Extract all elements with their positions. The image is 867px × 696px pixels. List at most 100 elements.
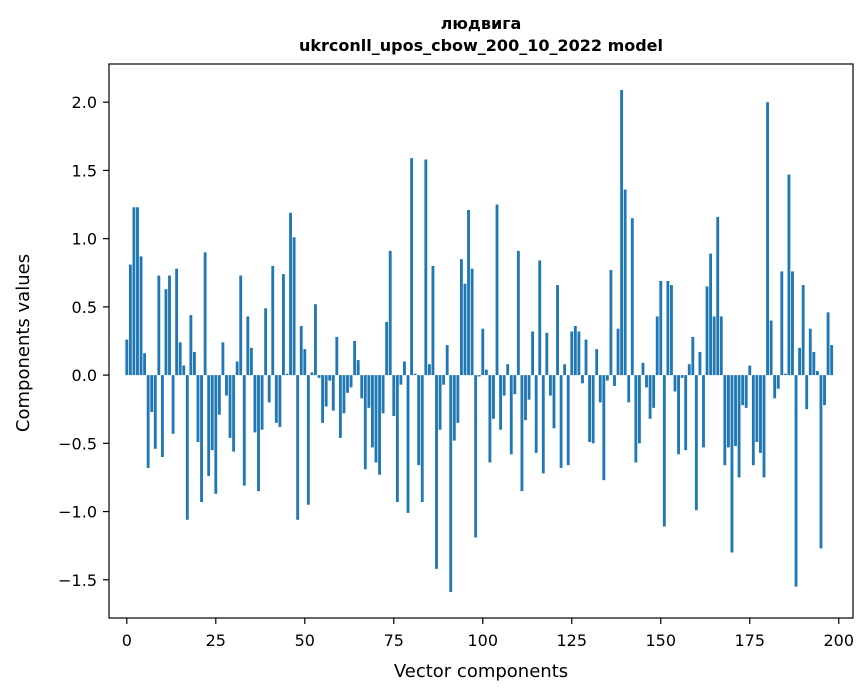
bar-48 xyxy=(296,375,300,520)
y-tick-label: −1.0 xyxy=(58,503,97,522)
bar-29 xyxy=(228,375,232,438)
bar-167 xyxy=(719,316,723,376)
y-tick-label: 1.5 xyxy=(72,161,97,180)
bar-144 xyxy=(637,375,641,444)
bar-123 xyxy=(563,364,567,376)
bar-16 xyxy=(182,365,186,376)
bar-156 xyxy=(680,375,684,378)
y-tick-label: 0.5 xyxy=(72,298,97,317)
bar-189 xyxy=(798,347,802,376)
bar-106 xyxy=(502,375,506,396)
bar-84 xyxy=(424,159,428,376)
bar-108 xyxy=(509,375,513,455)
bar-166 xyxy=(716,216,720,376)
bar-42 xyxy=(274,375,278,423)
bar-152 xyxy=(666,280,670,376)
bar-135 xyxy=(605,375,609,381)
bar-185 xyxy=(783,373,787,376)
bar-132 xyxy=(595,349,599,376)
bar-124 xyxy=(566,375,570,466)
bar-172 xyxy=(737,375,741,478)
bar-110 xyxy=(516,250,520,376)
bar-100 xyxy=(481,328,485,376)
bar-2 xyxy=(132,207,136,376)
bar-91 xyxy=(449,375,453,593)
bar-127 xyxy=(577,331,581,376)
bar-96 xyxy=(467,210,470,376)
bar-52 xyxy=(310,372,314,376)
bar-164 xyxy=(709,253,713,376)
bar-88 xyxy=(438,375,442,430)
y-axis-label: Components values xyxy=(13,254,34,432)
bar-82 xyxy=(417,375,421,466)
bar-137 xyxy=(613,375,616,387)
bar-19 xyxy=(193,351,196,376)
bar-119 xyxy=(548,375,552,396)
bar-173 xyxy=(741,375,745,406)
bar-125 xyxy=(570,331,574,376)
bar-162 xyxy=(702,375,705,448)
bar-117 xyxy=(541,375,545,474)
bar-115 xyxy=(534,375,538,453)
bar-23 xyxy=(207,375,211,477)
bar-59 xyxy=(335,336,339,376)
bar-92 xyxy=(452,375,456,441)
bar-7 xyxy=(150,375,154,412)
bar-155 xyxy=(677,375,680,455)
x-axis-ticks: 0 25 50 75 100 125 150 175 200 xyxy=(122,618,854,650)
bars-group xyxy=(125,89,834,593)
bar-97 xyxy=(470,268,474,376)
bar-36 xyxy=(253,375,257,433)
bar-73 xyxy=(385,321,389,376)
bar-17 xyxy=(185,375,189,520)
bar-9 xyxy=(157,275,161,376)
bar-46 xyxy=(289,212,292,376)
bar-47 xyxy=(292,237,296,376)
bar-69 xyxy=(371,375,374,448)
bar-140 xyxy=(623,189,627,376)
bar-159 xyxy=(691,336,695,376)
bar-5 xyxy=(143,353,147,376)
bar-87 xyxy=(435,375,438,569)
bar-44 xyxy=(282,274,285,376)
bar-89 xyxy=(442,375,446,385)
bar-116 xyxy=(538,260,542,376)
bar-122 xyxy=(559,375,563,468)
bar-26 xyxy=(217,375,221,415)
bar-22 xyxy=(203,252,207,376)
bar-149 xyxy=(655,316,659,376)
bar-147 xyxy=(648,375,652,419)
bar-41 xyxy=(271,265,275,376)
bar-39 xyxy=(264,308,268,376)
bar-4 xyxy=(139,256,143,376)
bar-120 xyxy=(552,375,556,429)
bar-138 xyxy=(616,328,620,376)
bar-196 xyxy=(823,375,826,406)
bar-184 xyxy=(780,271,784,376)
bar-10 xyxy=(160,375,164,457)
bar-109 xyxy=(513,375,517,395)
bar-158 xyxy=(687,364,691,376)
bar-49 xyxy=(299,325,303,376)
bar-35 xyxy=(249,347,253,376)
bar-131 xyxy=(591,375,595,444)
bar-68 xyxy=(367,375,371,408)
bar-192 xyxy=(808,328,812,376)
bar-129 xyxy=(584,339,588,376)
bar-99 xyxy=(477,375,481,377)
y-tick-label: 1.0 xyxy=(72,230,97,249)
bar-150 xyxy=(659,280,663,376)
x-tick-label: 0 xyxy=(122,631,132,650)
bar-133 xyxy=(598,375,602,403)
y-axis-ticks: −1.5 −1.0 −0.5 0.0 0.5 1.0 1.5 2.0 xyxy=(58,93,109,590)
bar-86 xyxy=(431,265,435,376)
bar-175 xyxy=(748,365,752,376)
bar-63 xyxy=(349,375,353,388)
bar-8 xyxy=(153,375,157,449)
x-tick-label: 175 xyxy=(734,631,765,650)
bar-6 xyxy=(146,375,150,468)
bar-168 xyxy=(723,375,727,466)
bar-51 xyxy=(306,375,310,505)
bar-11 xyxy=(164,289,168,376)
